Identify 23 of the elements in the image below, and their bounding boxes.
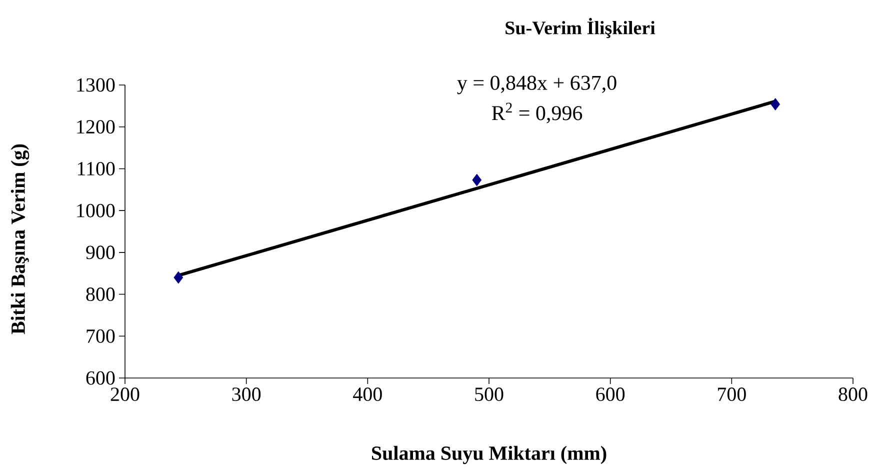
y-tick-label: 600	[86, 371, 115, 385]
chart-title: Su-Verim İlişkileri	[506, 18, 656, 38]
y-tick-label: 800	[86, 288, 115, 302]
annotation: y = 0,848x + 637,0	[457, 76, 616, 94]
y-axis-title: Bitki Başına Verim (g)	[10, 144, 30, 334]
point	[770, 98, 780, 110]
x-tick-label: 400	[353, 388, 382, 402]
y-tick-label: 1000	[77, 204, 115, 218]
y-tick-label: 1200	[77, 120, 115, 134]
y-tick-label: 1100	[78, 162, 115, 176]
y-tick-label: 900	[86, 246, 115, 260]
x-tick-label: 200	[110, 388, 140, 402]
x-tick-label: 500	[475, 388, 504, 402]
annotation: R$^{2}$ = 0,996	[492, 102, 582, 124]
y-tick-label: 700	[86, 329, 115, 343]
x-tick-label: 800	[838, 388, 868, 402]
x-axis-title: Sulama Suyu Miktarı (mm)	[372, 446, 606, 464]
x-tick-label: 700	[718, 388, 746, 402]
x-tick-label: 600	[596, 388, 625, 402]
point	[174, 271, 184, 284]
y-tick-label: 1300	[77, 78, 115, 92]
point	[472, 174, 482, 186]
x-tick-label: 300	[232, 388, 261, 402]
